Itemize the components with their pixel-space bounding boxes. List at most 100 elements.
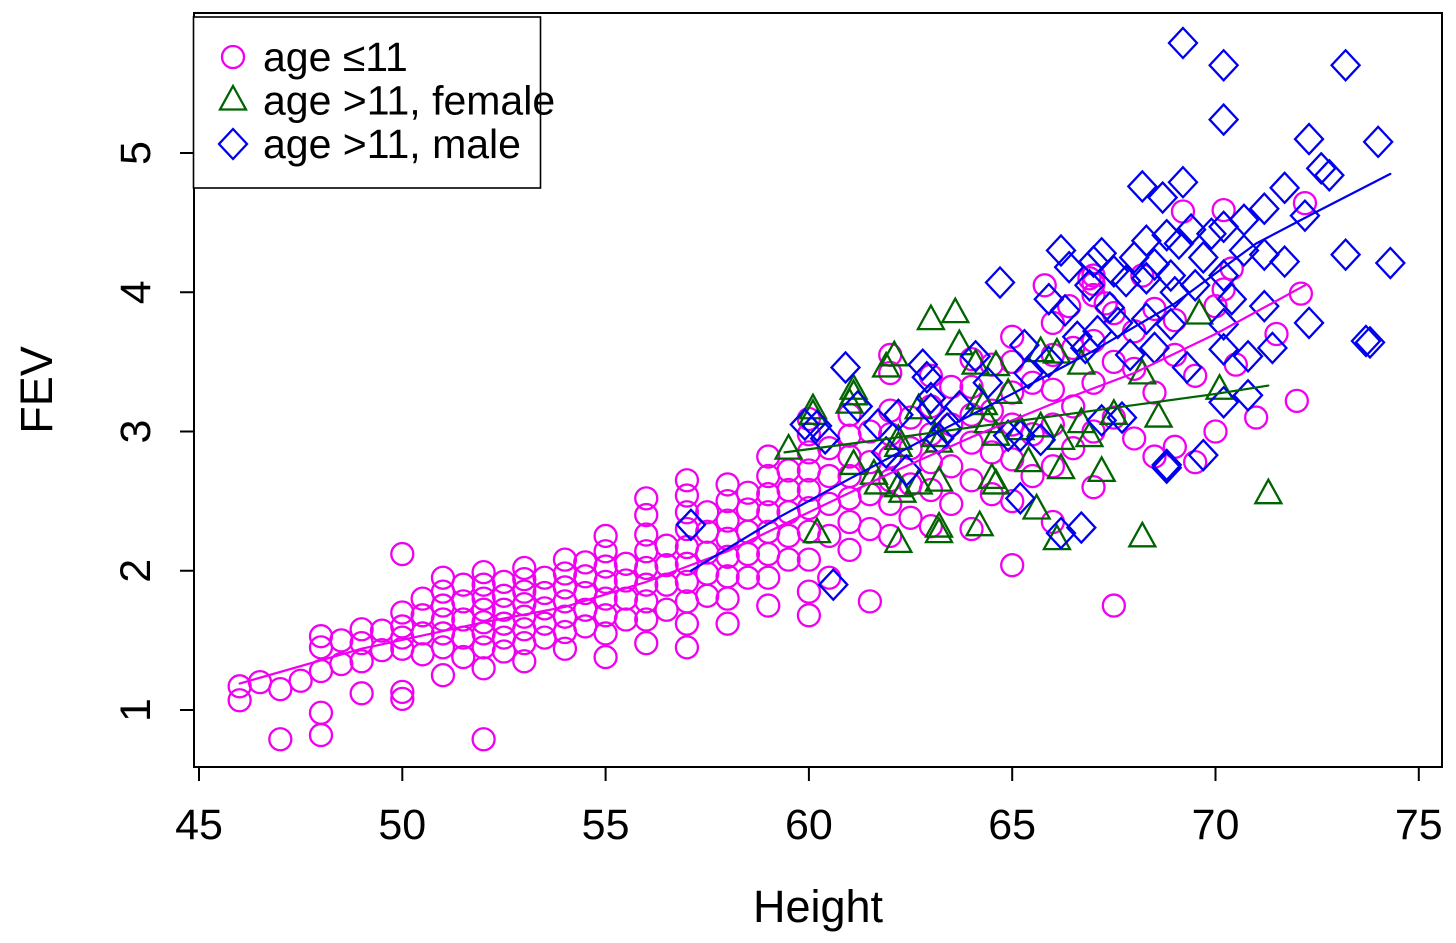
circle-marker [390, 600, 415, 625]
circle-marker [1032, 273, 1057, 298]
circle-marker [837, 463, 862, 489]
legend-box [192, 16, 542, 189]
circle-marker [593, 554, 618, 579]
diamond-marker [1045, 516, 1077, 550]
legend-triangle-icon [218, 83, 248, 111]
diamond-marker [1098, 254, 1130, 289]
diamond-marker [1248, 192, 1280, 226]
circle-marker [349, 649, 374, 674]
circle-marker [796, 603, 822, 628]
circle-marker [512, 579, 537, 604]
legend-label: age ≤11 [263, 34, 408, 80]
trend-line-0 [238, 284, 1307, 685]
diamond-marker [1004, 418, 1036, 453]
circle-marker [674, 468, 700, 493]
diamond-marker [1045, 233, 1077, 268]
diamond-marker [915, 392, 947, 426]
diamond-marker [1061, 320, 1093, 354]
diamond-marker [1305, 151, 1337, 186]
circle-marker [349, 617, 374, 642]
circle-marker [796, 547, 822, 572]
diamond-marker [1033, 345, 1065, 379]
diamond-marker [1025, 423, 1057, 457]
y-axis-tick-label: 3 [112, 420, 160, 444]
circle-marker [308, 700, 334, 725]
series-0-points [227, 190, 1318, 752]
circle-marker [471, 572, 496, 597]
diamond-marker [1208, 332, 1240, 367]
circle-marker [1284, 388, 1309, 414]
triangle-marker [1013, 445, 1044, 473]
triangle-marker [1021, 492, 1052, 520]
circle-marker [1101, 405, 1126, 430]
triangle-marker [838, 372, 869, 400]
circle-marker [451, 572, 476, 597]
circle-marker [390, 679, 415, 705]
circle-marker [634, 522, 659, 547]
x-axis: 45 50 55 60 65 70 75 Height [175, 767, 1443, 932]
x-axis-tick-label: 75 [1395, 801, 1443, 849]
circle-marker [471, 559, 496, 585]
triangle-marker [838, 448, 869, 476]
circle-marker [308, 722, 334, 748]
circle-marker [268, 676, 293, 702]
circle-marker [593, 523, 618, 549]
triangle-marker [980, 418, 1011, 446]
circle-marker [817, 491, 842, 517]
circle-marker [715, 544, 740, 569]
diamond-marker [911, 360, 943, 394]
plot-border [193, 12, 1443, 768]
circle-marker [939, 374, 964, 400]
diamond-marker [1269, 244, 1301, 279]
circle-marker [959, 516, 984, 542]
diamond-marker [1073, 268, 1106, 302]
circle-marker [1211, 197, 1236, 223]
circle-marker [1288, 281, 1314, 306]
circle-marker [654, 553, 679, 578]
triangle-marker [980, 467, 1011, 495]
circle-marker [695, 583, 720, 608]
diamond-marker [1208, 258, 1240, 293]
circle-marker [329, 628, 354, 653]
diamond-marker [1106, 400, 1138, 435]
circle-marker [715, 472, 740, 497]
diamond-marker [1147, 180, 1179, 215]
circle-marker [674, 516, 700, 542]
series-2-points [675, 26, 1406, 602]
circle-marker [776, 547, 801, 572]
circle-marker [390, 541, 415, 567]
circle-marker [1162, 307, 1187, 333]
legend-diamond-icon [217, 127, 249, 161]
circle-marker [1081, 328, 1106, 354]
circle-marker [512, 566, 537, 592]
diamond-marker [809, 421, 841, 456]
circle-marker [756, 444, 781, 469]
diamond-marker [1175, 212, 1207, 247]
circle-marker [1101, 300, 1126, 326]
diamond-marker [972, 366, 1004, 400]
circle-marker [1040, 509, 1066, 535]
circle-marker [634, 631, 659, 656]
diamond-marker [1208, 385, 1240, 419]
x-axis-tick-label: 60 [785, 801, 833, 849]
circle-marker [369, 637, 395, 663]
diamond-marker [1293, 306, 1325, 340]
diamond-marker [1167, 26, 1199, 60]
triangle-marker [1041, 523, 1072, 551]
circle-marker [1211, 277, 1236, 302]
triangle-marker [944, 328, 975, 356]
triangle-marker [879, 339, 910, 367]
circle-marker [796, 579, 822, 604]
circle-marker [593, 644, 618, 670]
x-axis-tick-label: 70 [1192, 801, 1240, 849]
circle-marker [1264, 321, 1289, 347]
circle-marker [471, 610, 496, 635]
circle-marker [430, 663, 456, 688]
circle-marker [735, 565, 761, 590]
triangle-marker [1025, 410, 1056, 438]
circle-marker [1081, 475, 1106, 500]
triangle-marker [1086, 455, 1117, 483]
circle-marker [857, 589, 883, 614]
